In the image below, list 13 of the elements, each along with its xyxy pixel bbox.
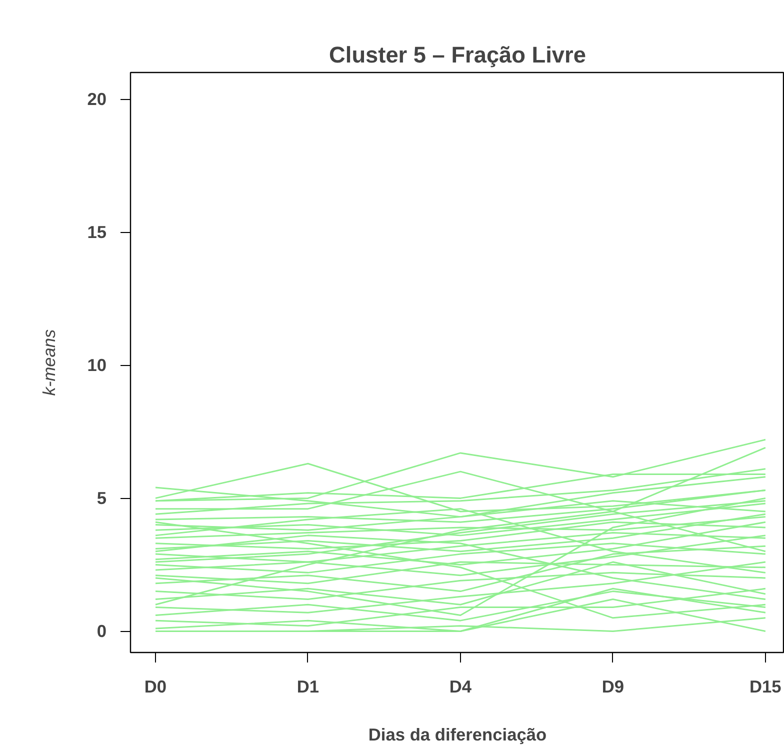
x-tick-label: D15 — [750, 676, 782, 696]
x-tick-label: D9 — [602, 676, 624, 696]
y-tick-label: 5 — [96, 488, 107, 508]
x-tick-label: D1 — [296, 676, 320, 696]
x-tick-label: D0 — [144, 676, 167, 696]
y-tick-label: 10 — [87, 355, 107, 376]
y-axis-title: k-means — [39, 328, 60, 396]
y-tick-label: 0 — [96, 621, 107, 642]
x-axis-title: Dias da diferenciação — [368, 724, 547, 744]
x-tick-label: D4 — [449, 676, 472, 696]
y-tick-label: 20 — [87, 89, 107, 110]
chart-title: Cluster 5 – Fração Livre — [329, 42, 586, 68]
y-tick-label: 15 — [87, 222, 107, 242]
